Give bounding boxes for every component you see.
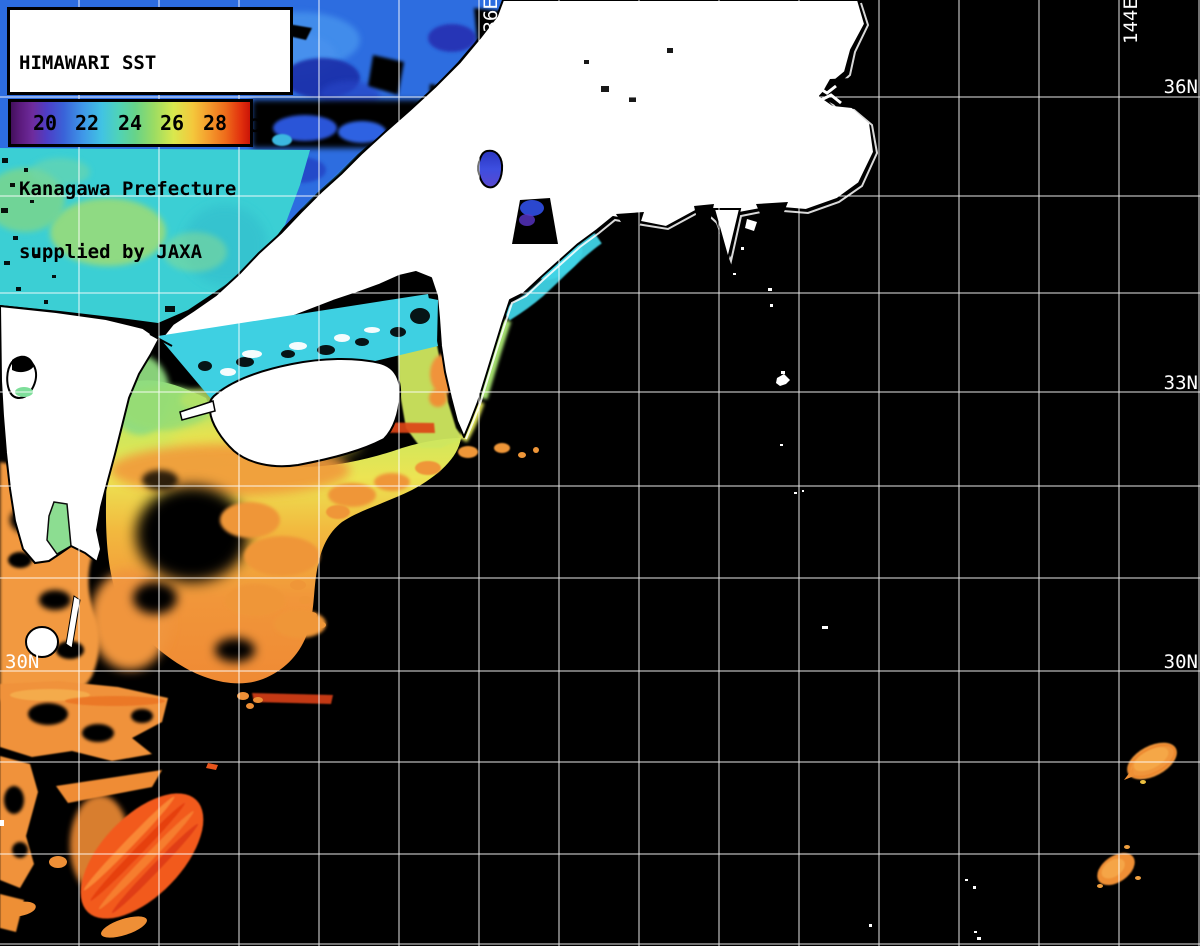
ise-bay bbox=[616, 212, 644, 243]
seto-inland-sea bbox=[158, 294, 438, 400]
lon-label-136e: 136E bbox=[480, 0, 502, 44]
offshore-islands bbox=[0, 219, 981, 940]
yakushima-island bbox=[25, 626, 59, 658]
lat-label-30n-right: 30N bbox=[1164, 651, 1198, 673]
lat-label-36n: 36N bbox=[1164, 76, 1198, 98]
izu-oshima-island bbox=[745, 219, 757, 231]
graticule-labels: 136E 144E 36N 33N 30N 30N bbox=[5, 0, 1198, 673]
kagoshima-bay bbox=[46, 501, 72, 555]
colorbar-tick: 26 bbox=[159, 111, 185, 135]
tanegashima-island bbox=[65, 595, 81, 649]
sagami-bay bbox=[756, 202, 788, 242]
southeast-warm-blobs bbox=[1097, 742, 1177, 888]
honshu-landmass bbox=[160, 0, 879, 440]
izu-peninsula bbox=[712, 208, 742, 263]
tokyo-bay-landmarks bbox=[813, 83, 842, 105]
lon-label-144e: 144E bbox=[1120, 0, 1142, 44]
colorbar-tick: 28 bbox=[202, 111, 228, 135]
lake-biwa bbox=[477, 149, 504, 189]
miyakejima-island bbox=[776, 374, 790, 386]
colorbar-tick: 24 bbox=[117, 111, 143, 135]
lat-label-30n-left: 30N bbox=[5, 651, 39, 673]
title-box: HIMAWARI SST 2025/10/29 07:00 (UTC) Kana… bbox=[7, 7, 293, 263]
bright-streak-patch bbox=[80, 793, 204, 919]
title-line-source: supplied by JAXA bbox=[19, 241, 203, 263]
inland-cloud-specks bbox=[584, 48, 673, 102]
kanmon-strait bbox=[149, 333, 173, 347]
title-line-product: HIMAWARI SST bbox=[19, 52, 157, 74]
title-line-region: Kanagawa Prefecture bbox=[19, 178, 237, 200]
colorbar-tick: 20 bbox=[32, 111, 58, 135]
colorbar-tick: 22 bbox=[74, 111, 100, 135]
shikoku-island bbox=[179, 358, 402, 468]
suruga-bay bbox=[694, 204, 714, 250]
temperature-colorbar: 20 22 24 26 28 bbox=[8, 99, 253, 147]
lat-label-33n: 33N bbox=[1164, 372, 1198, 394]
tokyo-bay bbox=[820, 78, 856, 107]
